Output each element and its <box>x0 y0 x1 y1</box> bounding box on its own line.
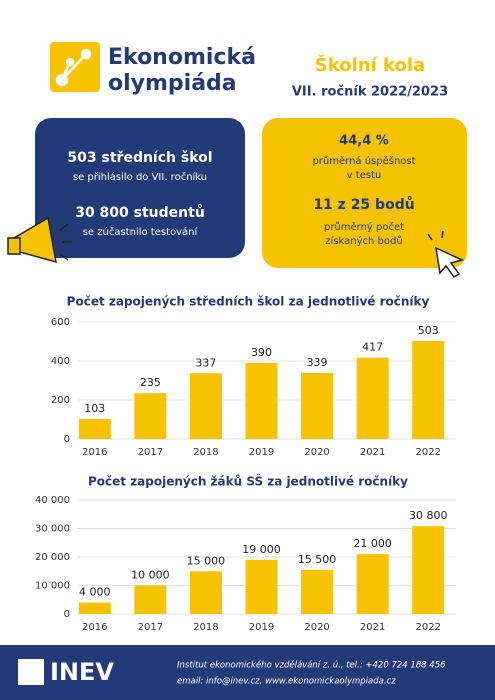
y-tick-label: 0 <box>64 609 70 620</box>
footer-text: Institut ekonomického vzdělávání z. ú., … <box>177 660 446 671</box>
logo-text: olympiáda <box>108 71 237 96</box>
x-tick-label: 2021 <box>360 447 385 458</box>
bar <box>356 554 389 614</box>
bar <box>189 373 222 439</box>
card-headline: 503 středních škol <box>67 150 212 166</box>
footer <box>0 645 495 700</box>
logo-molecule <box>55 48 92 87</box>
value-label: 15 000 <box>187 554 226 567</box>
header-subtitle: VII. ročník 2022/2023 <box>292 85 448 100</box>
x-tick-label: 2018 <box>193 447 218 458</box>
value-label: 390 <box>251 346 272 359</box>
card-headline: 44,4 % <box>339 134 389 149</box>
x-tick-label: 2017 <box>138 447 163 458</box>
value-label: 103 <box>84 402 105 415</box>
card-text: v testu <box>347 170 382 181</box>
bar <box>412 526 445 614</box>
footer-logo: INEV <box>50 658 114 686</box>
value-label: 21 000 <box>353 537 392 550</box>
bar <box>301 569 334 614</box>
card-headline: 11 z 25 bodů <box>313 196 414 213</box>
y-tick-label: 400 <box>51 356 70 367</box>
bar <box>78 602 111 614</box>
value-label: 503 <box>418 324 439 337</box>
chart-title: Počet zapojených žáků SŠ za jednotlivé r… <box>88 474 408 489</box>
y-tick-label: 20 000 <box>35 552 70 563</box>
bar <box>356 357 389 439</box>
y-tick-label: 0 <box>64 434 70 445</box>
x-tick-label: 2022 <box>415 447 440 458</box>
value-label: 235 <box>140 376 161 389</box>
x-tick-label: 2020 <box>304 622 329 633</box>
x-tick-label: 2018 <box>193 622 218 633</box>
card-text: se přihlásilo do VII. ročníku <box>73 171 207 183</box>
x-tick-label: 2019 <box>249 447 274 458</box>
bar <box>301 372 334 439</box>
value-label: 10 000 <box>131 569 170 582</box>
stats-card <box>35 118 245 258</box>
x-tick-label: 2019 <box>249 622 274 633</box>
bar <box>78 418 111 439</box>
x-tick-label: 2016 <box>82 622 107 633</box>
y-tick-label: 600 <box>51 317 70 328</box>
value-label: 15 500 <box>298 553 337 566</box>
stats-card <box>262 118 467 268</box>
footer-logo-icon <box>18 659 44 685</box>
card-text: průměrná úspěšnost <box>312 155 415 167</box>
value-label: 4 000 <box>79 586 111 599</box>
bar <box>245 559 278 614</box>
card-text: průměrný počet <box>324 221 404 233</box>
y-tick-label: 10 000 <box>35 581 70 592</box>
value-label: 30 800 <box>409 509 448 522</box>
y-tick-label: 40 000 <box>35 495 70 506</box>
bar <box>134 393 167 439</box>
card-text: se zúčastnilo testování <box>83 226 199 238</box>
bar <box>245 362 278 439</box>
value-label: 19 000 <box>242 543 281 556</box>
x-tick-label: 2017 <box>138 622 163 633</box>
bar <box>412 340 445 439</box>
x-tick-label: 2021 <box>360 622 385 633</box>
header-title: Školní kola <box>315 54 425 76</box>
footer-text: email: info@inev.cz, www.ekonomickaolymp… <box>177 677 396 687</box>
card-text: získaných bodů <box>325 235 402 247</box>
y-tick-label: 200 <box>51 395 70 406</box>
value-label: 337 <box>195 356 216 369</box>
chart-title: Počet zapojených středních škol za jedno… <box>67 295 430 309</box>
x-tick-label: 2022 <box>415 622 440 633</box>
cursor-icon <box>427 230 465 278</box>
bar <box>134 585 167 614</box>
card-headline: 30 800 studentů <box>75 204 205 221</box>
y-tick-label: 30 000 <box>35 524 70 535</box>
bar <box>189 571 222 614</box>
x-tick-label: 2020 <box>304 447 329 458</box>
value-label: 417 <box>362 341 383 354</box>
logo-text: Ekonomická <box>108 45 256 70</box>
megaphone-icon <box>7 216 72 264</box>
value-label: 339 <box>307 356 328 369</box>
x-tick-label: 2016 <box>82 447 107 458</box>
